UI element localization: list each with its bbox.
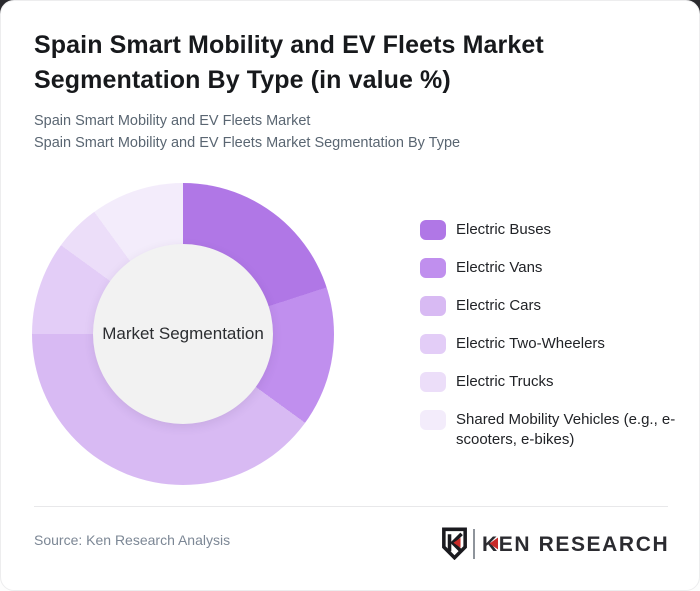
legend-label: Electric Trucks: [456, 373, 554, 390]
subtitle-block: Spain Smart Mobility and EV Fleets Marke…: [34, 110, 664, 154]
logo-wordmark: KEN RESEARCH: [482, 533, 669, 556]
legend-label: Shared Mobility Vehicles (e.g., e-scoote…: [456, 411, 676, 448]
legend: Electric Buses Electric Vans Electric Ca…: [420, 220, 694, 468]
legend-swatch: [420, 334, 446, 354]
legend-swatch: [420, 296, 446, 316]
legend-item-electric-trucks: Electric Trucks: [420, 372, 694, 392]
logo-text: KEN RESEARCH: [482, 533, 669, 556]
legend-item-electric-buses: Electric Buses: [420, 220, 694, 240]
subtitle-line-1: Spain Smart Mobility and EV Fleets Marke…: [34, 113, 311, 129]
legend-label: Electric Buses: [456, 221, 552, 238]
donut-chart: Market Segmentation: [32, 183, 334, 485]
ken-research-shield-icon: [442, 527, 467, 560]
legend-label: Electric Cars: [456, 297, 542, 314]
ken-research-logo: KEN RESEARCH: [441, 527, 672, 560]
subtitle-line-2: Spain Smart Mobility and EV Fleets Marke…: [34, 135, 461, 151]
legend-item-electric-cars: Electric Cars: [420, 296, 694, 316]
legend-label: Electric Vans: [456, 259, 543, 276]
donut-center: Market Segmentation: [93, 244, 273, 424]
legend-swatch: [420, 410, 446, 430]
legend-swatch: [420, 258, 446, 278]
legend-item-shared-mobility: Shared Mobility Vehicles (e.g., e-scoote…: [420, 410, 694, 450]
logo-k-triangle: [489, 537, 498, 550]
legend-item-electric-two-wheelers: Electric Two-Wheelers: [420, 334, 694, 354]
logo-separator: [473, 528, 475, 559]
source-text: Source: Ken Research Analysis: [34, 532, 231, 548]
legend-swatch: [420, 220, 446, 240]
footer-divider: [34, 506, 668, 507]
legend-label: Electric Two-Wheelers: [456, 335, 605, 352]
legend-swatch: [420, 372, 446, 392]
donut-center-label: Market Segmentation: [102, 324, 264, 343]
legend-item-electric-vans: Electric Vans: [420, 258, 694, 278]
page-title: Spain Smart Mobility and EV Fleets Marke…: [34, 31, 544, 94]
